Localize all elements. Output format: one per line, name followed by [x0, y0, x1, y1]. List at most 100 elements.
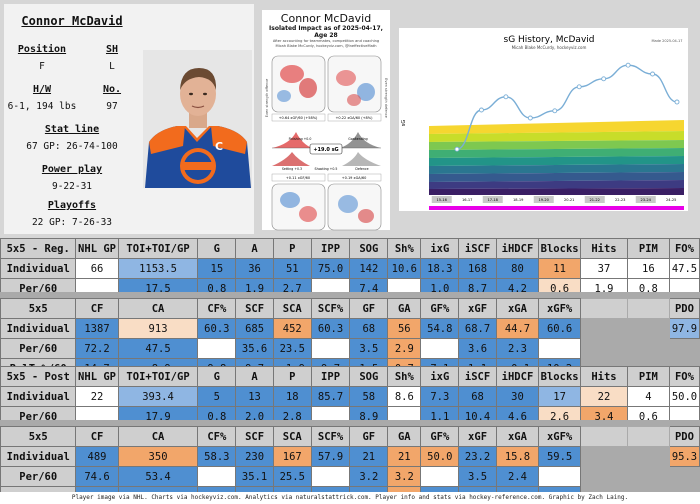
playoffs-on-ice-table: 5x5 CF CA CF% SCF SCA SCF% GF GA GF% xGF xGA xGF% PDO…	[0, 426, 700, 504]
player-photo-illustration: C	[143, 50, 252, 188]
impact-cell-3: Goaltending	[348, 137, 367, 141]
impact-graphic: Even strength offence Even strength defe…	[265, 55, 388, 231]
sg-season-tab	[431, 196, 452, 203]
column-header: G	[197, 366, 237, 387]
column-header: xGA	[495, 426, 540, 447]
column-header: SCF	[235, 426, 274, 447]
table-cell: 393.4	[117, 386, 199, 407]
table-cell	[420, 466, 460, 487]
table-cell: 37	[580, 258, 628, 279]
table-cell	[197, 338, 237, 359]
sg-data-point	[503, 94, 509, 100]
table-cell: 22	[75, 386, 119, 407]
table-cell: 56	[387, 318, 422, 339]
sg-x-tick-label: 20-21	[564, 198, 574, 202]
impact-title: Connor McDavid	[280, 12, 372, 25]
impact-center-value: +19.0 sG	[313, 147, 338, 153]
table-cell: 50.0	[420, 446, 460, 467]
column-header	[626, 298, 670, 319]
table-cell: 58	[349, 386, 389, 407]
position-label: Position	[17, 44, 67, 55]
table-cell: 66	[75, 258, 119, 279]
impact-cell-8: +0.19 xGA/60	[342, 176, 367, 180]
table-cell	[580, 446, 628, 467]
table-cell: 8.6	[387, 386, 422, 407]
column-header: 5x5	[0, 298, 77, 319]
table-cell: 68.7	[458, 318, 497, 339]
table-cell: 15	[197, 258, 237, 279]
impact-subtitle: Isolated Impact as of 2025-04-17, Age 28	[269, 25, 383, 39]
sg-season-tab	[482, 196, 503, 203]
sg-season-tab	[559, 196, 580, 203]
table-cell: 5	[197, 386, 237, 407]
table-cell: 3.2	[387, 466, 422, 487]
shoots-block: SH L	[92, 44, 132, 72]
sg-x-tick-label: 17-18	[488, 198, 499, 202]
sg-x-tick-label: 21-22	[590, 198, 600, 202]
row-label: Individual	[0, 258, 77, 279]
column-header: P	[272, 238, 312, 259]
table-cell	[626, 466, 670, 487]
table-cell	[580, 466, 628, 487]
number-value: 97	[106, 101, 118, 112]
column-header: iHDCF	[495, 238, 540, 259]
power-play-label: Power play	[41, 164, 103, 175]
svg-text:C: C	[215, 140, 223, 153]
table-cell: 2.9	[387, 338, 422, 359]
column-header: PIM	[626, 238, 670, 259]
sg-season-tab	[533, 196, 554, 203]
table-cell: 75.0	[310, 258, 351, 279]
table-cell	[310, 466, 351, 487]
column-header: GF%	[420, 426, 460, 447]
sg-data-point	[478, 107, 484, 113]
table-cell	[668, 466, 700, 487]
column-header: ixG	[420, 366, 460, 387]
table-cell: 47.5	[668, 258, 700, 279]
table-cell	[538, 338, 582, 359]
table-cell: 50.0	[668, 386, 700, 407]
table-row: Per/60 74.6 53.4 35.1 25.5 3.2 3.2 3.5 2.4	[0, 466, 700, 487]
table-cell: 230	[235, 446, 274, 467]
number-label: No.	[102, 84, 122, 95]
impact-right-axis: Even strength defence	[384, 78, 388, 118]
column-header: iSCF	[458, 366, 497, 387]
table-cell: 3.5	[349, 338, 389, 359]
statline-block: Stat line 67 GP: 26-74-100	[12, 124, 132, 152]
column-header: Hits	[580, 238, 628, 259]
table-cell: 685	[235, 318, 274, 339]
sg-x-tick-label: 16-17	[462, 198, 472, 202]
table-gap	[0, 420, 700, 426]
column-header: 5x5 - Post	[0, 366, 77, 387]
column-header: TOI+TOI/GP	[117, 238, 199, 259]
table-cell: 21	[387, 446, 422, 467]
column-header: PDO	[668, 298, 700, 319]
sg-series-line	[456, 64, 678, 150]
column-header: CF	[75, 298, 119, 319]
table-cell: 10.6	[387, 258, 422, 279]
column-header: xGF	[458, 426, 497, 447]
table-cell: 30	[495, 386, 540, 407]
impact-rink-pp	[271, 183, 326, 231]
table-cell: 72.2	[75, 338, 119, 359]
sg-series	[454, 62, 680, 152]
column-header: NHL GP	[75, 366, 119, 387]
column-header: TOI+TOI/GP	[117, 366, 199, 387]
table-cell: 15.8	[495, 446, 540, 467]
table-cell: 60.6	[538, 318, 582, 339]
column-header: Sh%	[387, 366, 422, 387]
impact-cell-2: Finishing +0.0	[289, 137, 312, 141]
table-header-row: 5x5 - Reg. NHL GP TOI+TOI/GP G A P IPP SOG Sh% ix…	[0, 238, 700, 259]
table-cell	[626, 446, 670, 467]
sg-chart-title: sG History, McDavid	[504, 35, 595, 45]
position-block: Position F	[12, 44, 72, 72]
table-cell: 97.9	[668, 318, 700, 339]
shoots-label: SH	[105, 44, 119, 55]
table-cell: 58.3	[197, 446, 237, 467]
column-header: xGF%	[538, 298, 582, 319]
table-cell: 11	[538, 258, 582, 279]
table-cell	[580, 338, 628, 359]
table-cell: 18	[272, 386, 312, 407]
sg-season-tab	[508, 196, 529, 203]
column-header: CF%	[197, 298, 237, 319]
credits-footer: Player image via NHL. Charts via hockeyv…	[0, 492, 700, 504]
